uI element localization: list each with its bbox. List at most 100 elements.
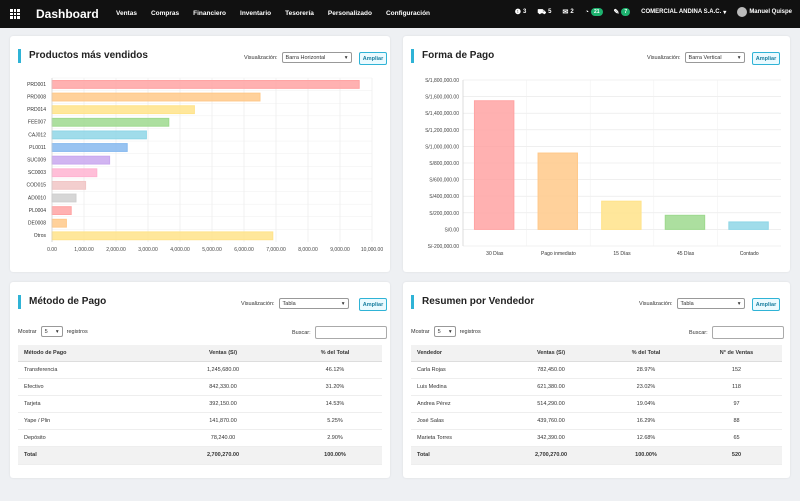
col-porcentaje[interactable]: % del Total bbox=[601, 345, 691, 362]
bar bbox=[51, 117, 170, 127]
table-row: Luis Medina 621,380.00 23.02% 118 bbox=[411, 378, 782, 396]
y-tick-label: S/600,000.00 bbox=[429, 178, 459, 184]
total-porcentaje: 100.00% bbox=[288, 445, 382, 465]
nav-inventario[interactable]: Inventario bbox=[240, 10, 272, 17]
total-porcentaje: 100.00% bbox=[601, 445, 691, 465]
table-row: Tarjeta 392,150.00 14.53% bbox=[18, 395, 382, 413]
category-label: FEE007 bbox=[28, 120, 46, 126]
cell-porcentaje: 31.20% bbox=[288, 378, 382, 396]
col-metodo[interactable]: Método de Pago bbox=[18, 345, 158, 362]
chevron-down-icon: ▾ bbox=[723, 9, 727, 16]
vis-select-value: Tabla bbox=[680, 300, 694, 307]
vis-select-forma-pago[interactable]: Barra Vertical ▾ bbox=[684, 52, 745, 63]
col-num-ventas[interactable]: N° de Ventas bbox=[691, 345, 782, 362]
col-ventas[interactable]: Ventas (S/) bbox=[501, 345, 601, 362]
clock-badge: 21 bbox=[590, 8, 603, 16]
vis-select-vendedor[interactable]: Tabla ▾ bbox=[676, 298, 745, 309]
vis-label: Visualización: bbox=[647, 54, 681, 61]
company-selector[interactable]: COMERCIAL ANDINA S.A.C. ▾ bbox=[641, 9, 726, 16]
category-label: PRD014 bbox=[27, 107, 46, 113]
chevron-down-icon: ▾ bbox=[55, 328, 59, 335]
clock-indicator[interactable]: ◔ 21 bbox=[585, 8, 603, 16]
nav-personalizado[interactable]: Personalizado bbox=[327, 10, 372, 17]
user-menu[interactable]: Manuel Quispe bbox=[737, 7, 792, 17]
search-label: Buscar: bbox=[292, 329, 311, 336]
nav-ventas[interactable]: Ventas bbox=[116, 10, 137, 17]
vis-select-value: Tabla bbox=[282, 300, 296, 307]
search-input[interactable] bbox=[314, 326, 387, 339]
cart-count: 5 bbox=[548, 9, 552, 15]
col-vendedor[interactable]: Vendedor bbox=[411, 345, 501, 362]
records-label: registros bbox=[459, 328, 481, 335]
page-length-control: Mostrar 5 ▾ registros bbox=[411, 326, 481, 337]
avatar bbox=[737, 7, 748, 17]
vis-select-productos[interactable]: Barra Horizontal ▾ bbox=[281, 52, 352, 63]
cart-icon: ⛟ bbox=[537, 8, 547, 16]
cell-metodo: Yape / Plin bbox=[18, 412, 158, 430]
category-label: SUC009 bbox=[27, 158, 46, 164]
table-total-row: Total 2,700,270.00 100.00% bbox=[18, 445, 382, 465]
ampliar-button[interactable]: Ampliar bbox=[359, 298, 387, 311]
show-label: Mostrar bbox=[411, 328, 430, 335]
bar bbox=[51, 92, 261, 102]
metodo-pago-table: Método de Pago Ventas (S/) % del Total T… bbox=[18, 345, 382, 465]
vendedor-table: Vendedor Ventas (S/) % del Total N° de V… bbox=[411, 345, 782, 465]
nav-financiero[interactable]: Financiero bbox=[193, 10, 227, 17]
chevron-down-icon: ▾ bbox=[341, 300, 345, 307]
bar bbox=[728, 221, 769, 230]
y-tick-label: S/1,800,000.00 bbox=[425, 78, 459, 84]
col-ventas[interactable]: Ventas (S/) bbox=[158, 345, 288, 362]
top-navbar: Dashboard Ventas Compras Financiero Inve… bbox=[0, 0, 800, 28]
cell-metodo: Tarjeta bbox=[18, 395, 158, 413]
y-tick-label: S/800,000.00 bbox=[429, 161, 459, 167]
cell-metodo: Transferencia bbox=[18, 361, 158, 379]
search-input[interactable] bbox=[711, 326, 784, 339]
payment-terms-bar-chart: S/-200,000.00 S/0.00 S/200,000.00 S/400,000… bbox=[425, 78, 781, 257]
alerts-indicator[interactable]: ❶ 3 bbox=[515, 8, 527, 16]
user-name: Manuel Quispe bbox=[749, 9, 792, 15]
table-row: Yape / Plin 141,870.00 5.25% bbox=[18, 412, 382, 430]
mail-count: 2 bbox=[570, 9, 574, 15]
vis-label: Visualización: bbox=[639, 300, 673, 307]
category-label: 45 Días bbox=[677, 251, 695, 257]
search-label: Buscar: bbox=[689, 329, 708, 336]
ampliar-button[interactable]: Ampliar bbox=[359, 52, 387, 65]
page-length-select[interactable]: 5 ▾ bbox=[433, 326, 456, 337]
category-label: Pago inmediato bbox=[541, 251, 576, 257]
cell-porcentaje: 5.25% bbox=[288, 412, 382, 430]
table-total-row: Total 2,700,270.00 100.00% 520 bbox=[411, 445, 782, 465]
x-tick-label: 2,000.00 bbox=[106, 247, 126, 253]
category-label: PL0011 bbox=[29, 145, 46, 151]
bar bbox=[51, 193, 77, 203]
table-row: Efectivo 842,330.00 31.20% bbox=[18, 378, 382, 396]
cell-porcentaje: 12.68% bbox=[601, 429, 691, 447]
col-porcentaje[interactable]: % del Total bbox=[288, 345, 382, 362]
y-tick-label: S/-200,000.00 bbox=[428, 244, 460, 250]
cell-ventas: 439,760.00 bbox=[501, 412, 601, 430]
chat-indicator[interactable]: ✎ 7 bbox=[614, 8, 631, 16]
mail-icon: ✉ bbox=[562, 9, 569, 16]
topbar-right: ❶ 3 ⛟ 5 ✉ 2 ◔ 21 ✎ 7 COMERCIAL ANDINA S.… bbox=[515, 7, 792, 17]
nav-tesoreria[interactable]: Tesorería bbox=[285, 10, 314, 17]
category-label: Contado bbox=[740, 251, 759, 257]
ampliar-button[interactable]: Ampliar bbox=[752, 298, 780, 311]
brand-title[interactable]: Dashboard bbox=[36, 7, 99, 21]
page-length-select[interactable]: 5 ▾ bbox=[40, 326, 63, 337]
apps-grid-icon[interactable] bbox=[10, 9, 20, 19]
nav-compras[interactable]: Compras bbox=[150, 10, 180, 17]
total-num-ventas: 520 bbox=[691, 445, 782, 465]
bar bbox=[51, 105, 195, 115]
vis-select-metodo-pago[interactable]: Tabla ▾ bbox=[278, 298, 349, 309]
alerts-count: 3 bbox=[523, 9, 527, 15]
card-title-productos: Productos más vendidos bbox=[18, 49, 148, 63]
total-label: Total bbox=[18, 445, 158, 465]
mail-indicator[interactable]: ✉ 2 bbox=[563, 8, 574, 16]
x-tick-label: 4,000.00 bbox=[170, 247, 190, 253]
cell-ventas: 621,380.00 bbox=[501, 378, 601, 396]
cell-ventas: 342,390.00 bbox=[501, 429, 601, 447]
ampliar-button[interactable]: Ampliar bbox=[752, 52, 780, 65]
cart-indicator[interactable]: ⛟ 5 bbox=[537, 8, 551, 17]
nav-configuracion[interactable]: Configuración bbox=[385, 10, 431, 17]
category-label: Otros bbox=[34, 233, 47, 239]
cell-vendedor: Marieta Torres bbox=[411, 429, 501, 447]
